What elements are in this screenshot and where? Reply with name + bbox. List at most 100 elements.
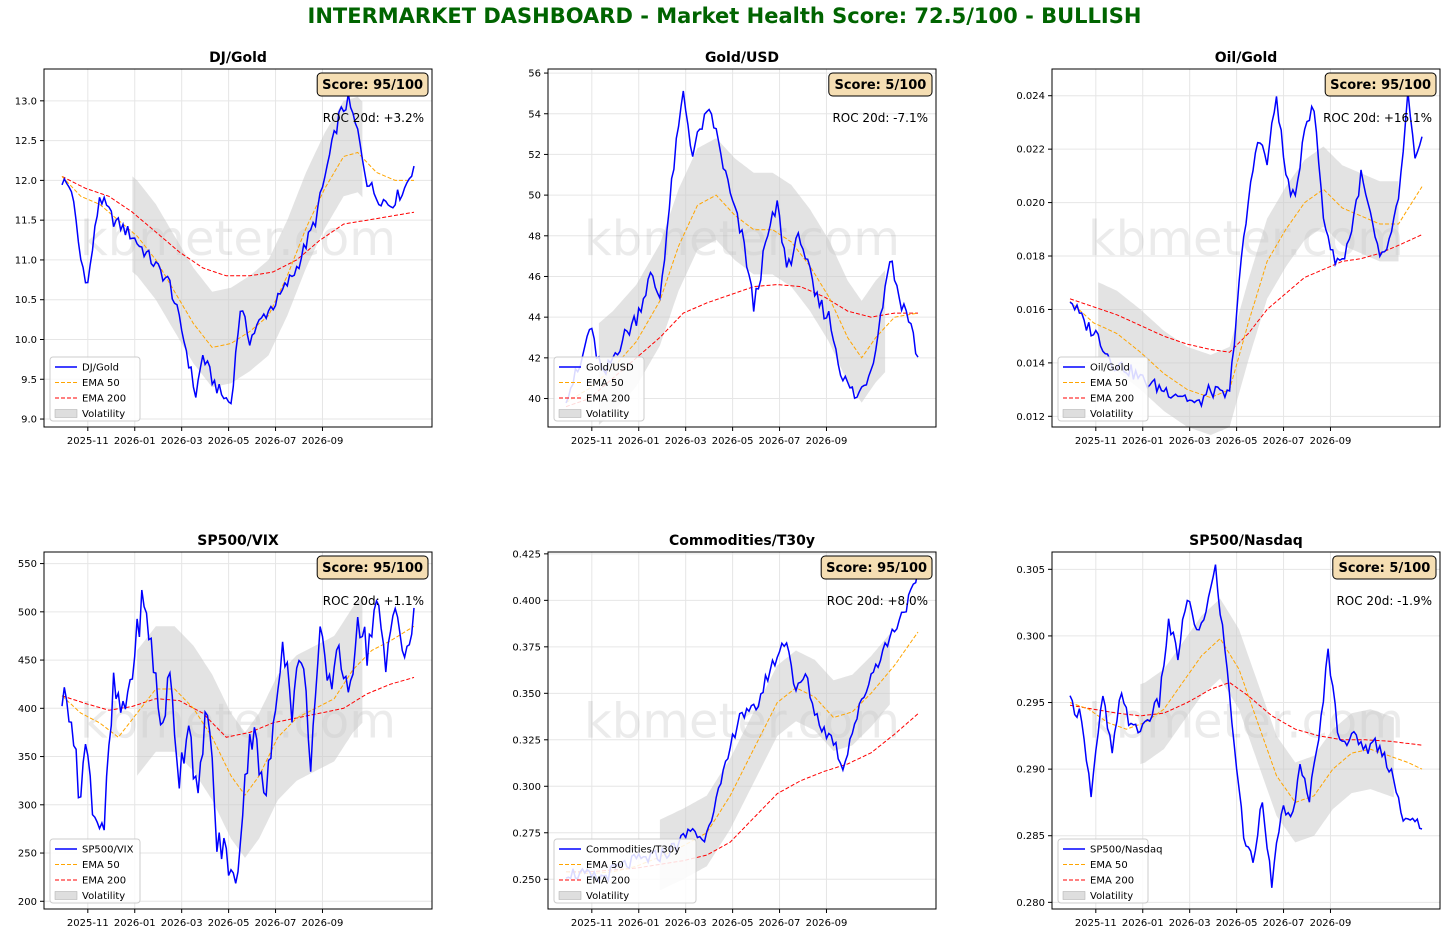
ema50-line [1069,186,1423,399]
ema50-line [61,625,415,796]
y-tick-label: 0.022 [1016,145,1045,156]
legend-item-ema200: EMA 200 [1090,876,1134,887]
y-tick-label: 400 [18,704,37,715]
roc-label: ROC 20d: +3.2% [323,111,424,125]
y-tick-label: 12.5 [15,136,37,147]
chart-panel: Gold/USD 40 42 44 46 48 50 52 54 56 2025-11 2026-01… [528,50,937,447]
score-box [1324,72,1437,97]
roc-label: ROC 20d: +1.1% [323,594,424,608]
legend [553,838,697,904]
y-tick-label: 0.012 [1016,412,1045,423]
chart-title: Oil/Gold [1215,50,1278,66]
y-tick-label: 0.285 [1016,831,1045,842]
y-tick-label: 46 [528,272,541,283]
score-box [316,555,429,580]
y-tick-label: 12.0 [15,176,37,187]
y-tick-label: 0.250 [512,875,541,886]
y-tick-label: 0.300 [1016,631,1045,642]
volatility-band [137,597,363,858]
legend [1057,838,1149,904]
score-box [820,555,933,580]
y-tick-label: 0.305 [1016,565,1045,576]
plot-frame [547,551,937,910]
chart-panel: SP500/VIX 200 250 300 350 400 450 500 550 2025-11… [18,533,433,929]
x-tick-label: 2026-01 [114,436,156,447]
legend-item-volatility: Volatility [1090,891,1133,902]
y-tick-label: 0.275 [512,828,541,839]
chart-panel: SP500/Nasdaq 0.280 0.285 0.290 0.295 0.300 0.3… [1016,533,1441,929]
y-tick-label: 56 [528,69,541,80]
x-tick-label: 2026-01 [1122,918,1164,929]
legend-item-ema50: EMA 50 [82,860,120,871]
legend [49,838,141,904]
x-tick-label: 2026-09 [1310,436,1352,447]
chart-panel: Oil/Gold 0.012 0.014 0.016 0.018 0.020 0.022 0.… [1016,50,1441,447]
x-tick-label: 2026-05 [712,436,754,447]
x-tick-label: 2025-11 [571,436,613,447]
legend [1057,356,1149,422]
x-tick-label: 2026-01 [618,436,660,447]
volatility-band [132,96,363,388]
ema200-line [1069,681,1423,746]
y-tick-label: 11.0 [15,255,37,266]
ema200-line [61,175,415,277]
y-tick-label: 9.0 [21,415,37,426]
y-tick-label: 0.425 [512,549,541,560]
x-tick-label: 2026-03 [1169,436,1211,447]
legend-item-ema200: EMA 200 [82,876,126,887]
legend-item-ema200: EMA 200 [586,394,630,405]
price-line [565,90,919,404]
y-tick-label: 350 [18,752,37,763]
legend-item-price: Gold/USD [586,363,634,374]
legend-item-volatility: Volatility [82,891,125,902]
legend-item-ema200: EMA 200 [586,876,630,887]
y-tick-label: 0.016 [1016,305,1045,316]
legend-item-volatility-swatch [558,409,582,418]
x-tick-label: 2026-07 [1263,918,1305,929]
y-tick-label: 0.290 [1016,765,1045,776]
y-tick-label: 54 [528,109,541,120]
roc-label: ROC 20d: +16.1% [1323,111,1432,125]
x-tick-label: 2026-01 [618,918,660,929]
legend-item-price: Commodities/T30y [586,845,680,856]
plot-frame [547,68,937,428]
legend-item-ema50: EMA 50 [586,378,624,389]
chart-title: SP500/Nasdaq [1189,533,1303,549]
legend-item-ema50: EMA 50 [82,378,120,389]
y-tick-label: 500 [18,607,37,618]
legend-item-volatility-swatch [54,409,78,418]
x-tick-label: 2026-03 [161,918,203,929]
legend-item-price: SP500/Nasdaq [1090,845,1162,856]
plot-frame [1051,68,1441,428]
legend-item-volatility-swatch [1062,409,1086,418]
y-tick-label: 48 [528,231,541,242]
y-tick-label: 0.018 [1016,252,1045,263]
x-tick-label: 2025-11 [67,436,109,447]
score-label: Score: 5/100 [834,78,926,93]
score-label: Score: 5/100 [1338,561,1430,576]
x-tick-label: 2026-09 [1310,918,1352,929]
y-tick-label: 0.024 [1016,91,1045,102]
score-box [828,72,933,97]
x-tick-label: 2026-05 [712,918,754,929]
price-line [1069,564,1423,888]
legend-item-ema50: EMA 50 [1090,860,1128,871]
x-tick-label: 2026-07 [759,918,801,929]
x-tick-label: 2026-09 [806,918,848,929]
chart-title: DJ/Gold [209,50,267,66]
x-tick-label: 2025-11 [1075,918,1117,929]
x-tick-label: 2026-03 [161,436,203,447]
chart-title: SP500/VIX [197,533,279,549]
x-tick-label: 2026-09 [302,918,344,929]
x-tick-label: 2026-09 [302,436,344,447]
legend [553,356,645,422]
y-tick-label: 9.5 [21,375,37,386]
legend [49,356,141,422]
x-tick-label: 2026-07 [255,918,297,929]
x-tick-label: 2026-05 [208,436,250,447]
legend-item-volatility-swatch [1062,891,1086,900]
plot-frame [43,68,433,428]
ema50-line [1069,637,1423,803]
ema200-line [565,284,918,408]
